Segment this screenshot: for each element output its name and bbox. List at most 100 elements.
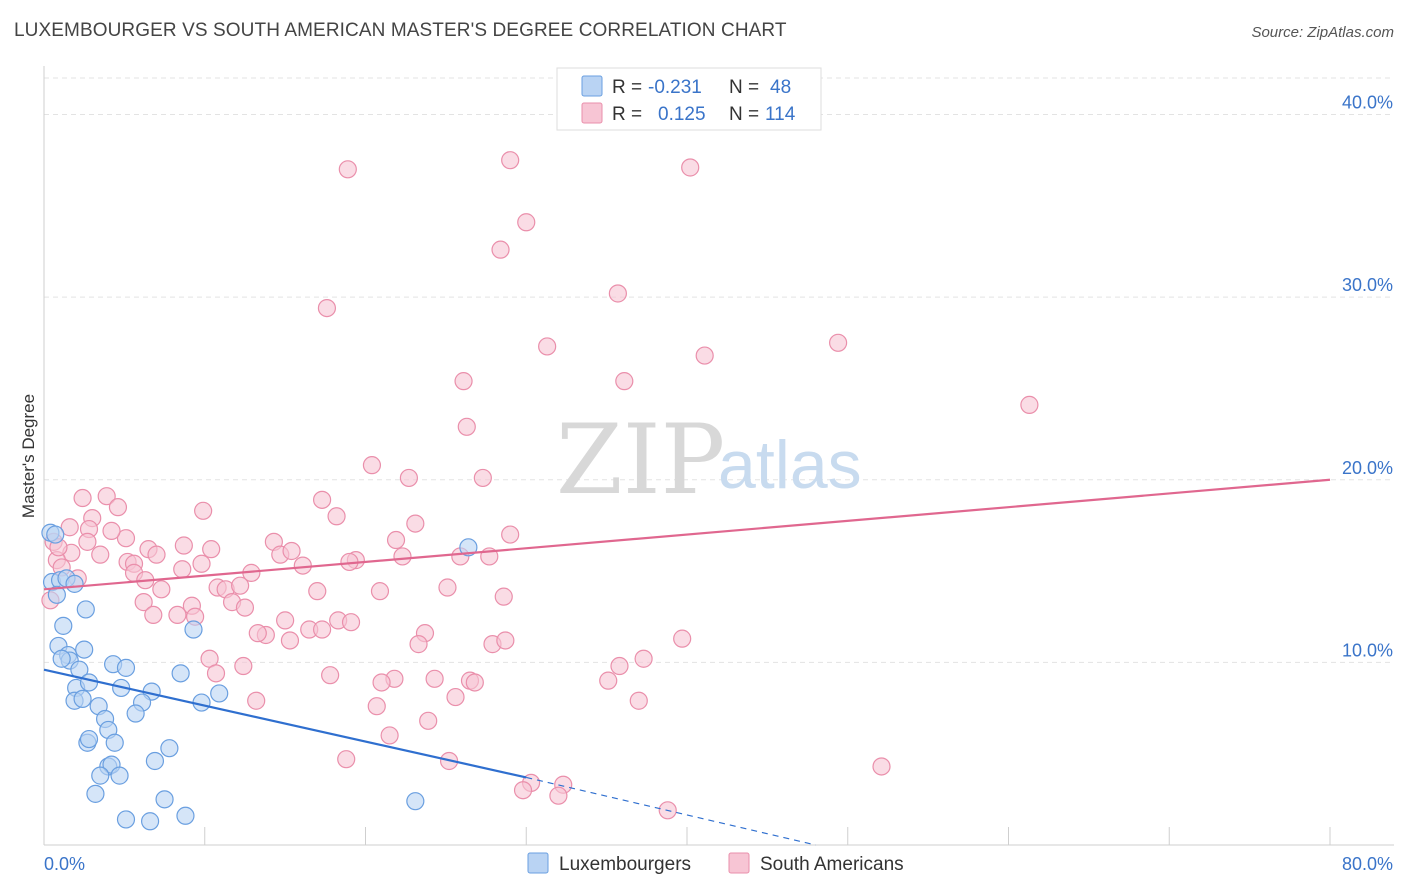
south-american-point [513, 781, 533, 800]
south-american-point [473, 468, 492, 488]
luxembourger-point [210, 684, 229, 703]
south-american-point [673, 629, 692, 648]
bottom-legend-south-americans: South Americans [760, 854, 904, 875]
luxembourger-point [54, 616, 73, 635]
bottom-legend-swatch-blue [527, 852, 549, 874]
x-tick-label-max: 80.0% [1342, 854, 1393, 874]
south-american-point [231, 576, 250, 595]
legend-swatch-pink [581, 102, 603, 124]
luxembourger-point [406, 792, 425, 811]
south-american-point [491, 240, 510, 259]
south-american-point [695, 346, 714, 365]
south-american-point [517, 213, 536, 232]
south-american-point [438, 578, 457, 597]
luxembourger-point [76, 600, 95, 619]
south-american-point [501, 525, 520, 544]
legend-n-value-2: 114 [765, 104, 796, 125]
luxembourger-point [79, 673, 99, 692]
luxembourger-point [459, 538, 478, 557]
south-american-point [370, 582, 390, 601]
south-american-point [494, 587, 513, 606]
luxembourger-point [176, 806, 195, 825]
south-american-point [1020, 395, 1039, 414]
bottom-legend: Luxembourgers South Americans [527, 852, 904, 875]
south-american-point [634, 649, 653, 668]
south-american-point [308, 582, 327, 601]
legend-n-label-2: N = [729, 104, 759, 125]
south-american-point [367, 697, 386, 716]
luxembourger-point [46, 525, 65, 544]
south-american-point [457, 417, 476, 436]
south-american-point [248, 624, 267, 643]
south-american-point [194, 501, 213, 520]
south-american-point [872, 757, 891, 776]
south-american-point [341, 613, 361, 632]
luxembourger-point [91, 766, 110, 785]
luxembourger-point [126, 704, 145, 723]
luxembourger-point [116, 810, 136, 829]
south-american-point [538, 337, 557, 356]
luxembourger-point [116, 658, 136, 677]
south-american-point [147, 545, 166, 564]
south-american-point [174, 536, 193, 555]
legend-n-value-1: 48 [770, 77, 791, 98]
south-american-point [168, 605, 187, 625]
south-american-point [276, 611, 295, 630]
luxembourger-point [171, 664, 190, 683]
legend-n-label-1: N = [729, 77, 759, 98]
axes [43, 66, 1394, 846]
south-american-point [454, 372, 473, 391]
south-american-point [393, 547, 412, 566]
south-american-point [406, 514, 425, 533]
watermark-atlas: atlas [718, 427, 862, 503]
south-american-point [108, 498, 128, 517]
south-american-point [97, 487, 116, 506]
south-american-point [192, 554, 211, 573]
luxembourger-trend-line [43, 668, 527, 779]
south-american-point [235, 598, 255, 617]
south-american-point [615, 372, 634, 391]
legend-r-value-1: -0.231 [648, 77, 702, 98]
x-tick-label-min: 0.0% [44, 854, 85, 874]
south-american-point [501, 151, 520, 170]
south-american-point [681, 158, 700, 177]
south-american-point [549, 786, 568, 805]
south-american-point [317, 299, 337, 318]
legend-swatch-blue [581, 75, 603, 97]
south-american-point [372, 673, 391, 692]
south-american-point [386, 530, 406, 550]
south-american-point [73, 488, 92, 508]
south-american-point [293, 556, 312, 575]
luxembourger-trend-extension [526, 776, 816, 846]
luxembourger-point [79, 729, 99, 749]
luxembourger-point [105, 733, 124, 752]
trend-lines [43, 478, 1331, 846]
south-american-point [247, 691, 266, 710]
south-american-point [337, 750, 356, 769]
south-american-point [338, 160, 357, 179]
luxembourger-point [65, 574, 84, 593]
south-american-point [425, 669, 444, 688]
luxembourger-point [155, 790, 174, 809]
south-american-point [610, 656, 629, 676]
luxembourger-point [110, 766, 129, 785]
south-american-point [321, 666, 340, 685]
y-tick-label: 10.0% [1342, 640, 1393, 660]
south-american-point [496, 631, 515, 650]
watermark: ZIP atlas [556, 404, 862, 516]
south-american-point [465, 673, 484, 692]
legend-r-value-2: 0.125 [658, 104, 706, 125]
luxembourger-point [73, 689, 92, 709]
south-american-point [327, 507, 346, 526]
y-axis-title: Master's Degree [19, 394, 38, 518]
bottom-legend-luxembourgers: Luxembourgers [559, 854, 691, 875]
south-american-point [78, 532, 97, 551]
south-american-point [380, 726, 399, 745]
luxembourger-point [47, 585, 66, 604]
y-tick-label: 40.0% [1342, 93, 1393, 113]
luxembourger-point [75, 640, 94, 659]
south-american-point [829, 333, 848, 352]
south-american-point [60, 518, 79, 537]
south-american-point [280, 631, 300, 650]
